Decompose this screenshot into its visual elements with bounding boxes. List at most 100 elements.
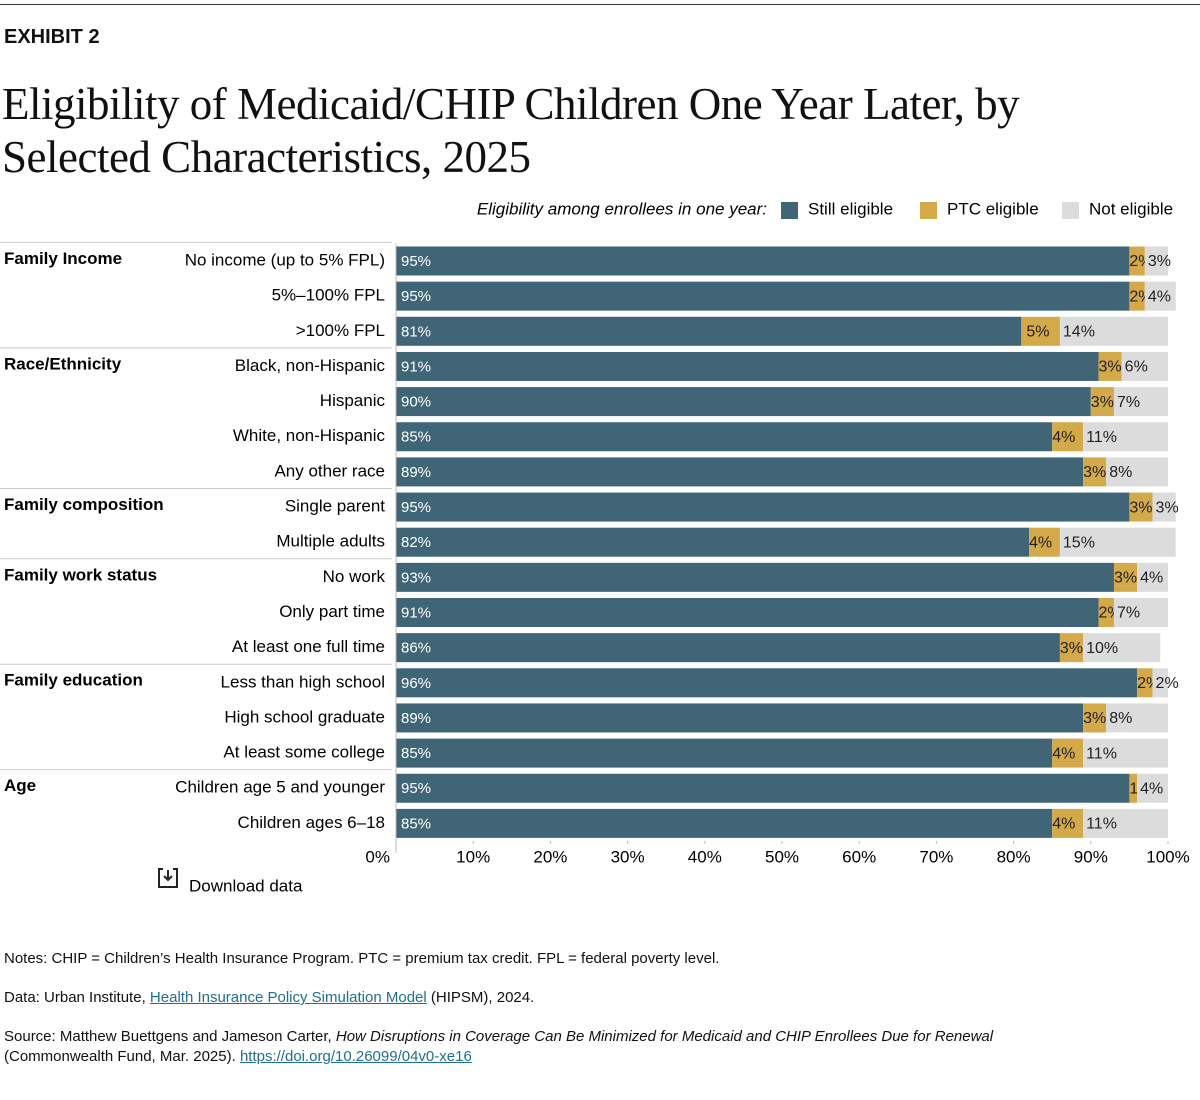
x-tick-label: 40% <box>688 847 722 866</box>
source-link[interactable]: https://doi.org/10.26099/04v0-xe16 <box>239 1048 472 1065</box>
bar-segment <box>1137 668 1153 698</box>
value-label: 4% <box>1148 288 1171 305</box>
value-label: 2% <box>1156 675 1179 692</box>
category-label: At least one full time <box>232 637 385 656</box>
value-label: 11% <box>1086 745 1117 762</box>
bar-segment <box>1052 422 1084 452</box>
category-label: Any other race <box>274 461 385 480</box>
value-label: 11% <box>1086 429 1117 446</box>
value-label: 89% <box>401 464 431 481</box>
x-tick-label: 0% <box>365 847 390 866</box>
value-label: 81% <box>401 323 431 340</box>
bar-segment <box>396 773 1130 803</box>
data-suffix: (HIPSM), 2024. <box>430 989 535 1006</box>
bar-segment <box>1121 351 1168 381</box>
value-label: 91% <box>401 604 431 621</box>
download-label: Download data <box>189 876 303 895</box>
data-note: Data: Urban Institute, Health Insurance … <box>4 988 1154 1008</box>
bar-segment <box>1098 351 1122 381</box>
value-label: 4% <box>1029 534 1052 551</box>
bar-segment <box>1083 738 1168 768</box>
bar-segment <box>1021 316 1060 346</box>
value-label: 90% <box>401 394 431 411</box>
category-label: No work <box>323 567 386 586</box>
x-tick-label: 50% <box>765 847 799 866</box>
bar-segment <box>1083 457 1107 487</box>
bar-segment <box>396 387 1091 417</box>
value-label: 86% <box>401 640 431 657</box>
value-label: 11% <box>1086 816 1117 833</box>
group-label: Family Income <box>4 249 122 268</box>
x-tick-label: 20% <box>533 847 567 866</box>
chart: Eligibility among enrollees in one year:… <box>0 199 1190 895</box>
x-tick-label: 60% <box>842 847 876 866</box>
value-label: 3% <box>1129 499 1152 516</box>
bar-segment <box>1052 808 1084 838</box>
bar-segment <box>1113 387 1168 417</box>
value-label: 85% <box>401 429 431 446</box>
category-label: 5%–100% FPL <box>272 286 385 305</box>
bar-segment <box>1137 773 1168 803</box>
value-label: 5% <box>1026 324 1049 341</box>
bar-segment <box>1137 562 1168 592</box>
legend-swatch <box>920 202 937 219</box>
value-label: 4% <box>1140 780 1163 797</box>
source-prefix: Source: Matthew Buettgens and Jameson Ca… <box>4 1028 332 1045</box>
value-label: 95% <box>401 499 431 516</box>
x-tick-label: 90% <box>1074 847 1108 866</box>
value-label: 96% <box>401 675 431 692</box>
group-label: Age <box>4 776 36 795</box>
bar-segment <box>396 492 1130 522</box>
category-label: Multiple adults <box>276 532 385 551</box>
data-link[interactable]: Health Insurance Policy Simulation Model <box>149 989 427 1006</box>
bar-segment <box>396 703 1084 733</box>
value-label: 15% <box>1063 534 1095 551</box>
value-label: 10% <box>1086 640 1118 657</box>
bar-segment <box>396 527 1030 557</box>
value-label: 3% <box>1083 710 1106 727</box>
bar-segment <box>1129 246 1145 276</box>
group-label: Family composition <box>4 495 164 514</box>
category-label: At least some college <box>223 743 385 762</box>
group-label: Family education <box>4 671 143 690</box>
bar-segment <box>396 668 1138 698</box>
category-label: No income (up to 5% FPL) <box>185 250 385 269</box>
value-label: 3% <box>1099 359 1122 376</box>
legend-title: Eligibility among enrollees in one year: <box>477 199 767 218</box>
bar-segment <box>396 281 1130 311</box>
bar-segment <box>1029 527 1060 557</box>
source-note: Source: Matthew Buettgens and Jameson Ca… <box>4 1027 1154 1067</box>
bar-segment <box>1090 387 1114 417</box>
x-tick-label: 70% <box>919 847 953 866</box>
legend-swatch <box>781 202 798 219</box>
value-label: 3% <box>1083 464 1106 481</box>
bar-segment <box>1152 492 1176 522</box>
category-label: Only part time <box>279 602 385 621</box>
value-label: 8% <box>1109 710 1132 727</box>
legend-label: Still eligible <box>808 199 893 218</box>
download-icon <box>158 868 178 888</box>
value-label: 3% <box>1091 394 1114 411</box>
source-title: How Disruptions in Coverage Can Be Minim… <box>335 1028 994 1045</box>
bar-segment <box>396 633 1060 663</box>
legend-swatch <box>1062 202 1079 219</box>
category-label: Less than high school <box>221 672 385 691</box>
exhibit-label: EXHIBIT 2 <box>4 26 100 48</box>
bar-segment <box>396 316 1022 346</box>
value-label: 4% <box>1052 429 1075 446</box>
bar-segment <box>1083 633 1161 663</box>
bar-segment <box>1052 738 1084 768</box>
download-button[interactable]: Download data <box>158 868 303 895</box>
bar-segment <box>1083 422 1168 452</box>
group-label: Family work status <box>4 565 157 584</box>
bar-segment <box>1083 703 1107 733</box>
bar-segment <box>1059 527 1176 557</box>
bar-segment <box>1059 633 1084 663</box>
x-tick-label: 100% <box>1146 847 1189 866</box>
category-label: Children ages 6–18 <box>238 813 385 832</box>
bar-segment <box>1106 457 1168 487</box>
value-label: 6% <box>1125 359 1148 376</box>
category-label: Single parent <box>285 497 385 516</box>
bar-segment <box>396 808 1053 838</box>
category-label: Black, non-Hispanic <box>235 356 386 375</box>
